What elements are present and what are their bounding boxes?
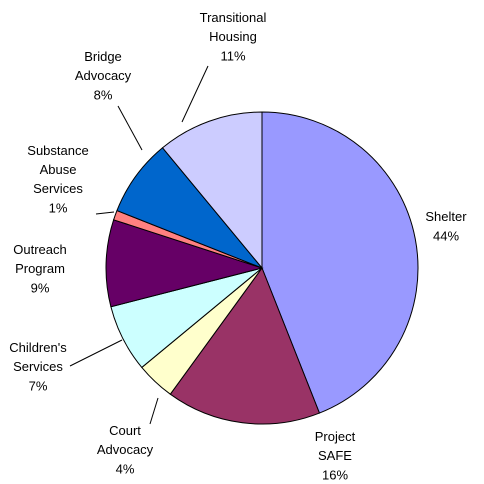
pie-slice: [161, 111, 263, 270]
slice-label: Children's Services: [9, 340, 67, 374]
leader-line: [69, 339, 123, 367]
slice-label: Court Advocacy: [97, 423, 154, 457]
pie-slice: [169, 266, 321, 425]
slice-label: Bridge Advocacy: [75, 49, 132, 83]
slice-value-label: 4%: [116, 461, 135, 476]
slice-value-label: 7%: [29, 378, 48, 393]
leader-line: [181, 65, 209, 123]
slice-label: Transitional Housing: [200, 10, 267, 44]
leader-lines: [69, 65, 209, 425]
pie-slice: [105, 219, 264, 308]
leader-line: [117, 105, 143, 151]
leader-line: [95, 211, 115, 215]
slice-label: Substance Abuse Services: [27, 143, 88, 196]
pie-slice: [261, 111, 419, 414]
slice-value-label: 11%: [220, 48, 245, 63]
slice-value-label: 1%: [49, 200, 68, 215]
slice-value-label: 44%: [433, 228, 459, 243]
slice-label: Project SAFE: [315, 429, 356, 463]
slice-label: Shelter: [425, 209, 467, 224]
slice-label: Outreach Program: [13, 242, 66, 276]
leader-line: [149, 397, 159, 425]
slice-value-label: 16%: [322, 467, 348, 482]
slice-value-label: 9%: [31, 280, 50, 295]
slice-value-label: 8%: [94, 87, 113, 102]
